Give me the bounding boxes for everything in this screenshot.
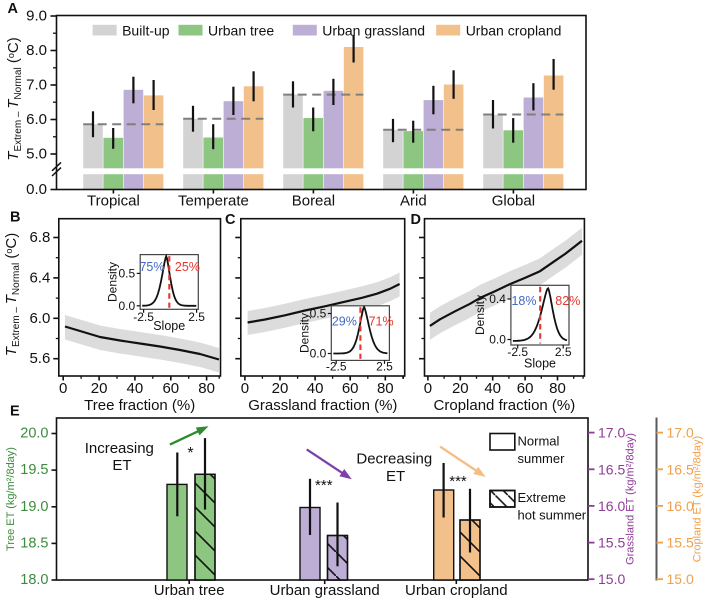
svg-text:-2.5: -2.5 <box>507 345 528 359</box>
svg-text:0.0: 0.0 <box>489 333 506 347</box>
svg-text:17.0: 17.0 <box>598 425 625 441</box>
svg-text:2.5: 2.5 <box>188 310 205 324</box>
svg-text:***: *** <box>315 477 333 494</box>
svg-text:40: 40 <box>484 380 501 397</box>
svg-text:Slope: Slope <box>524 357 556 371</box>
svg-text:19.5: 19.5 <box>20 462 48 478</box>
svg-text:0.0: 0.0 <box>119 299 136 313</box>
svg-text:60: 60 <box>517 380 534 397</box>
svg-text:A: A <box>8 1 19 17</box>
svg-text:*: * <box>187 445 193 462</box>
svg-text:0.4: 0.4 <box>489 292 506 306</box>
svg-text:16.0: 16.0 <box>667 498 694 514</box>
svg-text:0.0: 0.0 <box>310 347 327 361</box>
svg-text:Cropland ET (kg/m²/8day): Cropland ET (kg/m²/8day) <box>692 436 704 562</box>
svg-text:B: B <box>10 210 20 226</box>
svg-text:6.4: 6.4 <box>29 269 50 286</box>
svg-text:ET: ET <box>386 468 405 485</box>
svg-text:20.0: 20.0 <box>20 426 48 442</box>
svg-text:20: 20 <box>91 380 108 397</box>
svg-text:5.6: 5.6 <box>29 350 50 367</box>
svg-text:Increasing: Increasing <box>85 440 154 457</box>
svg-text:0.0: 0.0 <box>26 181 47 198</box>
svg-text:6.8: 6.8 <box>29 229 50 246</box>
svg-text:TExtrem – TNormal (oC): TExtrem – TNormal (oC) <box>5 37 24 160</box>
svg-text:Density: Density <box>298 313 312 353</box>
svg-text:D: D <box>411 212 421 228</box>
svg-text:17.0: 17.0 <box>667 425 694 441</box>
svg-text:E: E <box>10 403 20 419</box>
svg-text:hot summer: hot summer <box>518 508 587 523</box>
svg-text:-2.5: -2.5 <box>133 310 154 324</box>
svg-text:Tree ET (kg/m²/8day): Tree ET (kg/m²/8day) <box>5 447 17 551</box>
svg-text:2.5: 2.5 <box>555 345 572 359</box>
svg-text:9.0: 9.0 <box>26 8 47 25</box>
svg-text:Normal: Normal <box>518 433 560 448</box>
svg-text:40: 40 <box>127 380 144 397</box>
svg-text:18.0: 18.0 <box>20 572 48 588</box>
svg-text:0: 0 <box>241 380 249 397</box>
svg-text:15.0: 15.0 <box>598 571 625 587</box>
svg-text:16.0: 16.0 <box>598 498 625 514</box>
svg-text:18.5: 18.5 <box>20 535 48 551</box>
svg-text:Density: Density <box>473 295 487 335</box>
svg-text:75%: 75% <box>139 260 164 274</box>
svg-text:summer: summer <box>518 451 566 466</box>
svg-text:Extreme: Extreme <box>518 490 566 505</box>
svg-text:Tropical: Tropical <box>87 193 140 210</box>
svg-text:Arid: Arid <box>400 193 427 210</box>
svg-text:0.5: 0.5 <box>310 307 327 321</box>
svg-text:6.0: 6.0 <box>26 111 47 128</box>
svg-text:Cropland fraction (%): Cropland fraction (%) <box>434 397 576 414</box>
svg-text:0: 0 <box>424 380 432 397</box>
svg-text:Urban cropland: Urban cropland <box>466 22 562 38</box>
svg-text:71%: 71% <box>369 315 394 329</box>
svg-text:80: 80 <box>198 380 215 397</box>
svg-text:Density: Density <box>106 262 120 302</box>
svg-text:6.0: 6.0 <box>29 310 50 327</box>
svg-text:Global: Global <box>492 193 535 210</box>
svg-text:20: 20 <box>452 380 469 397</box>
svg-text:Tree fraction (%): Tree fraction (%) <box>84 397 195 414</box>
svg-text:ET: ET <box>112 457 131 474</box>
svg-text:80: 80 <box>377 380 394 397</box>
svg-text:Urban tree: Urban tree <box>154 582 225 599</box>
svg-text:2.5: 2.5 <box>376 360 393 374</box>
svg-text:18%: 18% <box>511 294 536 308</box>
svg-text:25%: 25% <box>175 260 200 274</box>
svg-text:-2.5: -2.5 <box>326 360 347 374</box>
svg-text:***: *** <box>449 473 467 490</box>
svg-text:Decreasing: Decreasing <box>356 451 432 468</box>
svg-text:82%: 82% <box>555 294 580 308</box>
svg-text:C: C <box>225 212 236 228</box>
svg-text:Grassland ET (kg/m²/8day): Grassland ET (kg/m²/8day) <box>625 433 637 565</box>
svg-text:15.5: 15.5 <box>598 535 625 551</box>
svg-text:Urban cropland: Urban cropland <box>405 582 508 599</box>
svg-text:60: 60 <box>162 380 179 397</box>
svg-text:Slope: Slope <box>153 319 185 333</box>
svg-text:20: 20 <box>272 380 289 397</box>
svg-text:Urban grassland: Urban grassland <box>322 22 425 38</box>
svg-text:29%: 29% <box>332 315 357 329</box>
svg-text:15.5: 15.5 <box>667 535 694 551</box>
svg-text:Boreal: Boreal <box>292 193 335 210</box>
svg-text:15.0: 15.0 <box>667 571 694 587</box>
svg-text:80: 80 <box>549 380 566 397</box>
svg-text:16.5: 16.5 <box>667 461 694 477</box>
svg-text:Temperate: Temperate <box>178 193 249 210</box>
svg-text:16.5: 16.5 <box>598 461 625 477</box>
svg-text:7.0: 7.0 <box>26 77 47 94</box>
svg-text:8.0: 8.0 <box>26 42 47 59</box>
svg-text:TExtrem – TNormal (oC): TExtrem – TNormal (oC) <box>3 233 22 356</box>
svg-text:Urban grassland: Urban grassland <box>270 582 380 599</box>
svg-text:Urban tree: Urban tree <box>208 22 274 38</box>
svg-text:Grassland fraction (%): Grassland fraction (%) <box>248 397 397 414</box>
svg-text:0.5: 0.5 <box>119 266 136 280</box>
svg-text:40: 40 <box>307 380 324 397</box>
svg-text:60: 60 <box>342 380 359 397</box>
svg-text:5.0: 5.0 <box>26 146 47 163</box>
svg-text:0: 0 <box>59 380 67 397</box>
svg-text:Built-up: Built-up <box>122 22 170 38</box>
svg-text:19.0: 19.0 <box>20 499 48 515</box>
